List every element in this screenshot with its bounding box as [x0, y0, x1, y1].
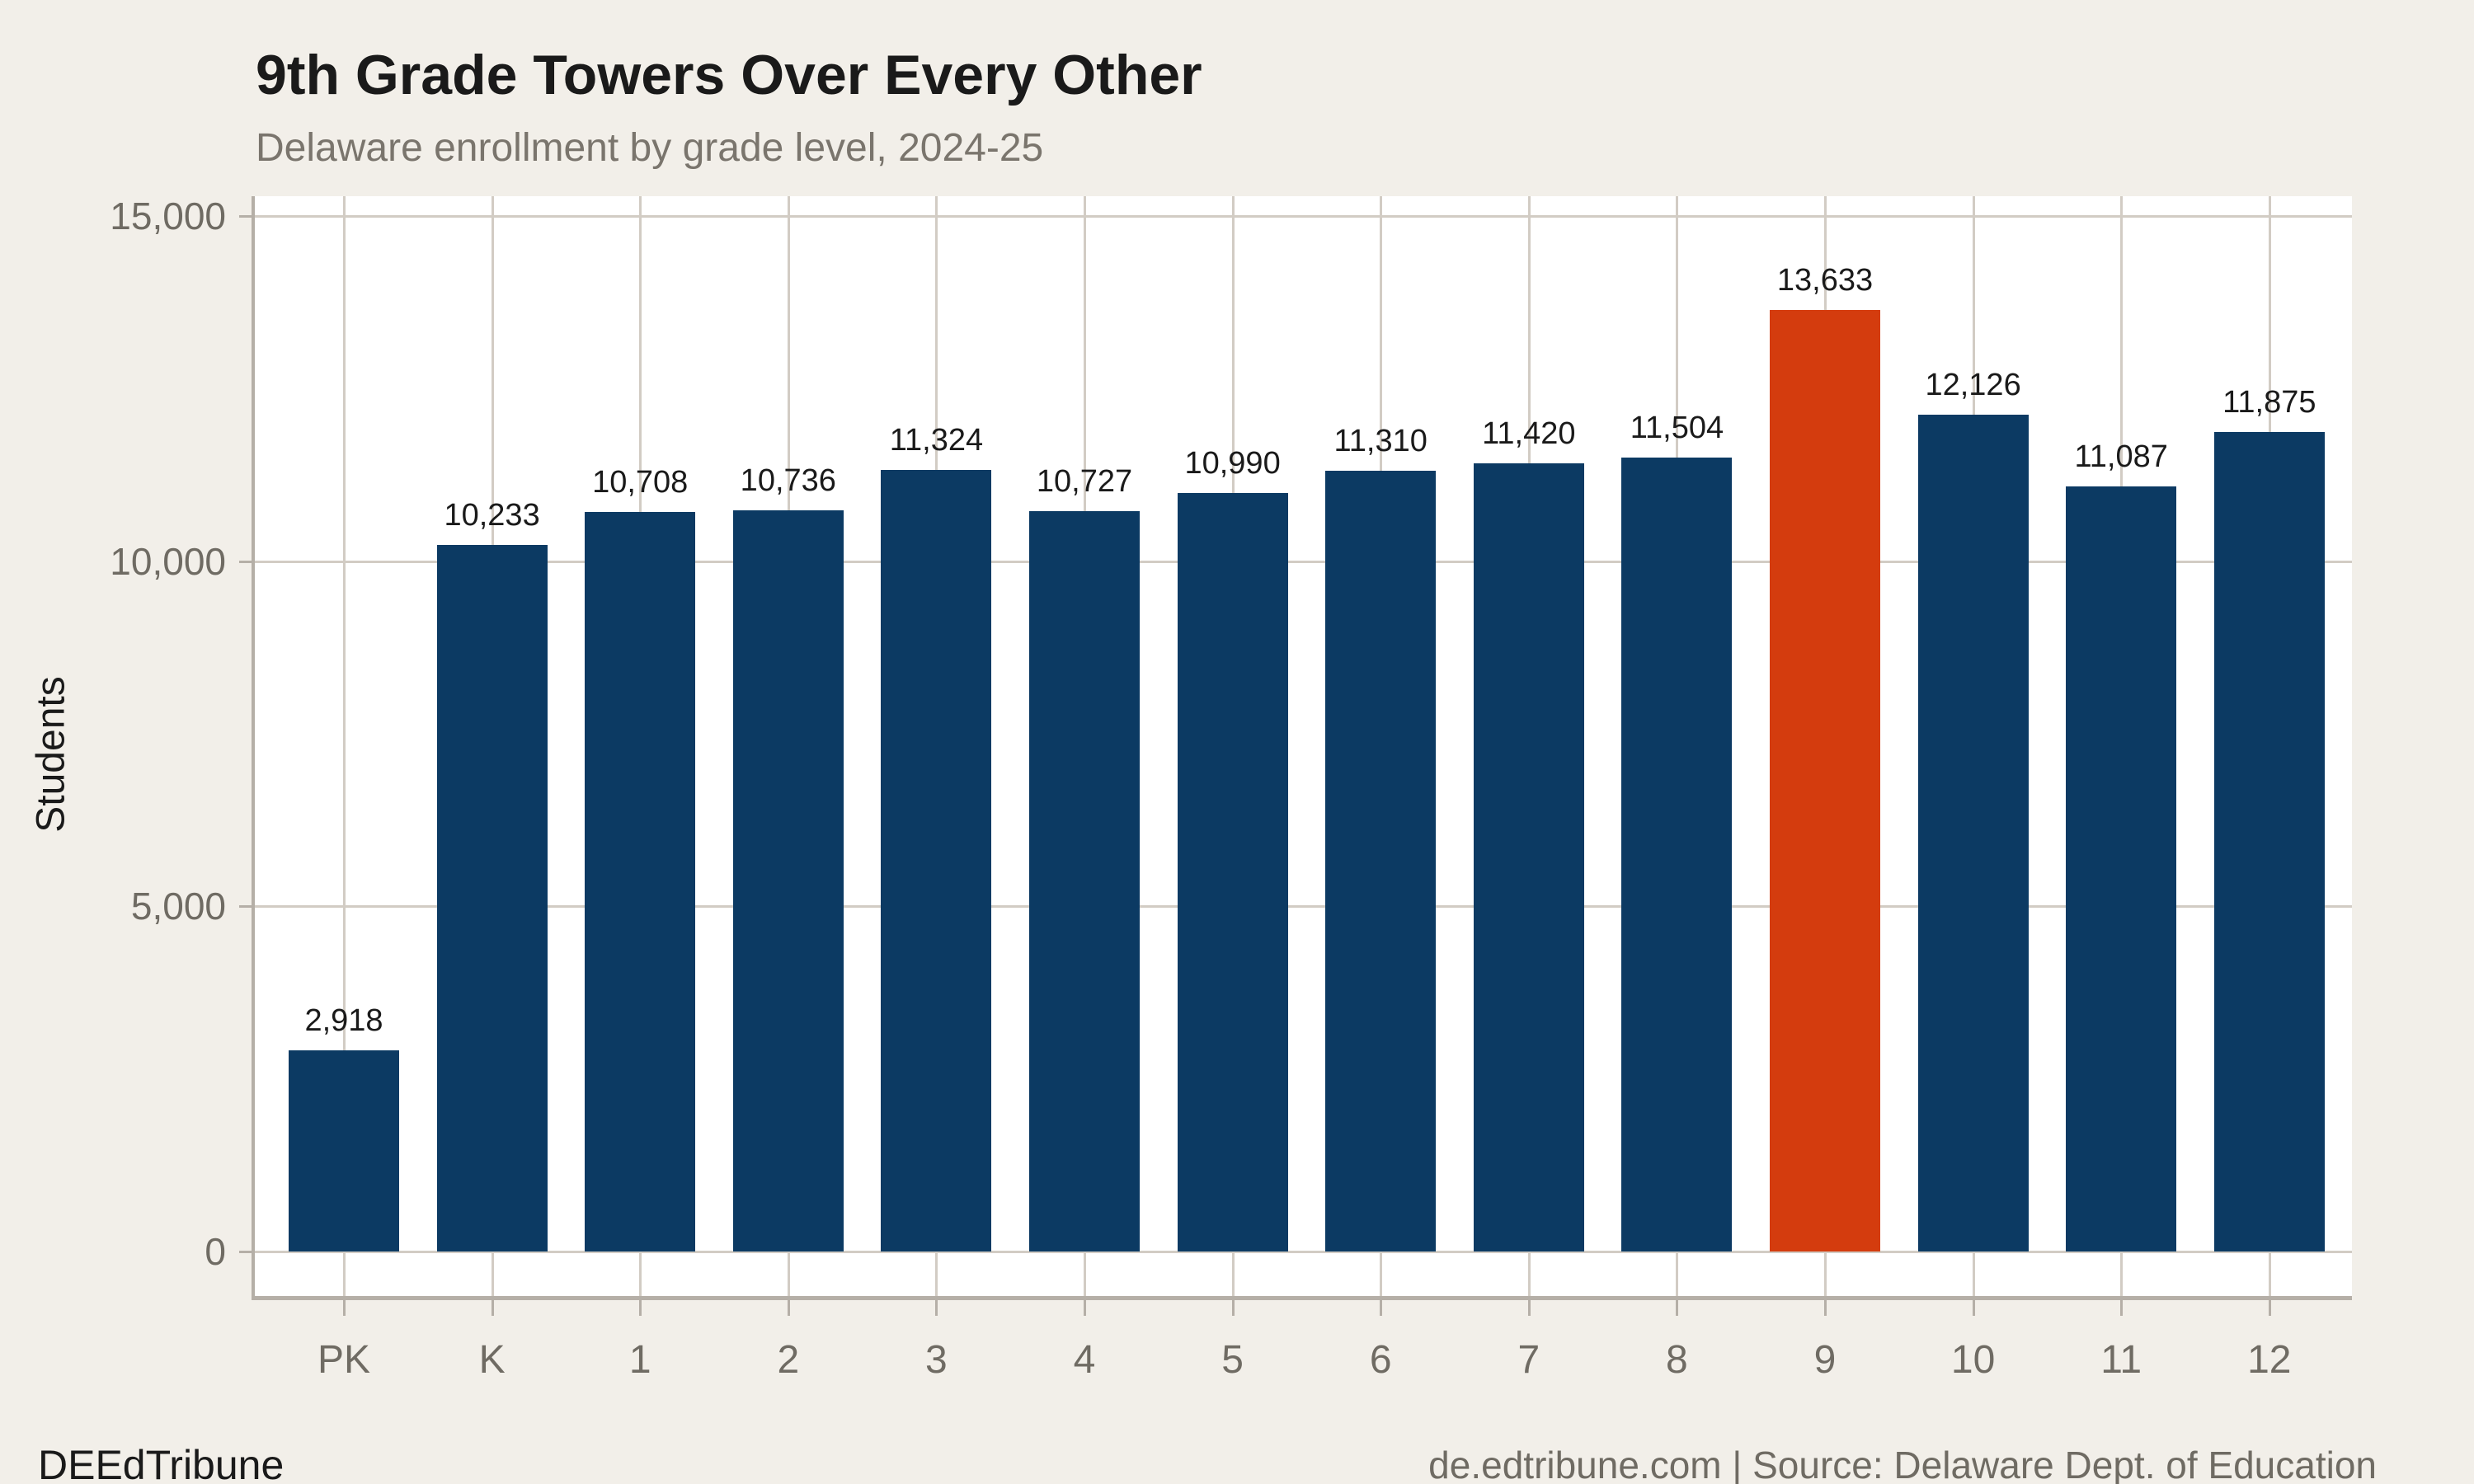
y-tick-label: 5,000 [130, 885, 226, 928]
bar [1325, 470, 1437, 1252]
bar [1177, 492, 1288, 1252]
x-tick-mark [343, 1300, 346, 1316]
x-tick-mark [1676, 1300, 1679, 1316]
bar-highlighted [1770, 310, 1880, 1252]
x-tick-label: 10 [1950, 1338, 1996, 1382]
y-tick-label: 10,000 [110, 539, 226, 583]
bar-value-label: 10,736 [740, 463, 836, 499]
horizontal-gridline [255, 215, 2352, 218]
x-tick-mark [1972, 1300, 1975, 1316]
x-tick-mark [1380, 1300, 1383, 1316]
x-tick-label: 11 [2100, 1338, 2142, 1382]
x-tick-label: K [478, 1338, 506, 1382]
x-tick-label: 12 [2247, 1338, 2292, 1382]
horizontal-gridline [255, 560, 2352, 563]
x-tick-label: PK [317, 1338, 371, 1382]
bar [1621, 457, 1733, 1252]
bar [881, 469, 992, 1252]
chart-title: 9th Grade Towers Over Every Other [256, 44, 1202, 106]
x-tick-label: 6 [1369, 1338, 1392, 1382]
x-tick-mark [2120, 1300, 2124, 1316]
bar-value-label: 11,504 [1630, 410, 1724, 445]
y-tick-mark [239, 560, 252, 563]
x-tick-label: 3 [925, 1338, 948, 1382]
x-tick-label: 7 [1517, 1338, 1540, 1382]
x-tick-label: 1 [628, 1338, 651, 1382]
footer-source-attribution: de.edtribune.com | Source: Delaware Dept… [1428, 1444, 2377, 1484]
bar-value-label: 10,233 [444, 498, 540, 533]
x-tick-mark [1231, 1300, 1235, 1316]
footer-brand: DEEdTribune [38, 1442, 285, 1484]
bar [289, 1050, 399, 1252]
bar [732, 510, 844, 1252]
bar-value-label: 10,727 [1036, 463, 1133, 499]
y-tick-mark [239, 1251, 252, 1253]
bar-value-label: 11,310 [1333, 423, 1427, 458]
x-tick-mark [1824, 1300, 1827, 1316]
bar [585, 512, 696, 1252]
bar [436, 545, 548, 1252]
x-tick-label: 5 [1221, 1338, 1244, 1382]
bar [2066, 486, 2177, 1252]
x-tick-mark [935, 1300, 938, 1316]
horizontal-gridline [255, 1251, 2352, 1253]
chart-subtitle: Delaware enrollment by grade level, 2024… [256, 126, 1044, 170]
bar-value-label: 11,420 [1482, 416, 1576, 451]
bar-value-label: 13,633 [1776, 263, 1874, 298]
x-tick-mark [1084, 1300, 1086, 1316]
bar-value-label: 11,087 [2074, 439, 2168, 474]
bar-value-label: 12,126 [1925, 367, 2021, 402]
y-tick-label: 0 [205, 1230, 226, 1273]
x-tick-mark [1527, 1300, 1531, 1316]
bar [1917, 414, 2029, 1252]
x-tick-mark [2268, 1300, 2271, 1316]
horizontal-gridline [255, 905, 2352, 909]
bar-value-label: 11,324 [889, 422, 984, 458]
y-axis-title: Students [29, 676, 73, 833]
bar-value-label: 10,990 [1184, 445, 1281, 481]
y-tick-label: 15,000 [110, 195, 226, 237]
y-tick-mark [239, 905, 252, 909]
bar-value-label: 11,875 [2222, 384, 2316, 420]
x-tick-mark [491, 1300, 494, 1316]
x-tick-label: 4 [1073, 1338, 1096, 1382]
x-tick-mark [787, 1300, 790, 1316]
x-tick-label: 2 [777, 1338, 800, 1382]
plot-area: 0 5,000 10,000 15,000 PK 2,918 K 10,233 1 10,708 2… [110, 196, 2352, 1382]
x-tick-mark [639, 1300, 642, 1316]
bar-value-label: 2,918 [304, 1003, 383, 1038]
x-tick-label: 9 [1813, 1338, 1837, 1382]
bar [1029, 510, 1140, 1252]
x-tick-label: 8 [1666, 1338, 1688, 1382]
y-tick-mark [239, 215, 252, 218]
vertical-gridline [343, 196, 346, 1296]
bar [2213, 431, 2325, 1252]
bar [1473, 463, 1584, 1252]
bar-value-label: 10,708 [592, 465, 689, 500]
